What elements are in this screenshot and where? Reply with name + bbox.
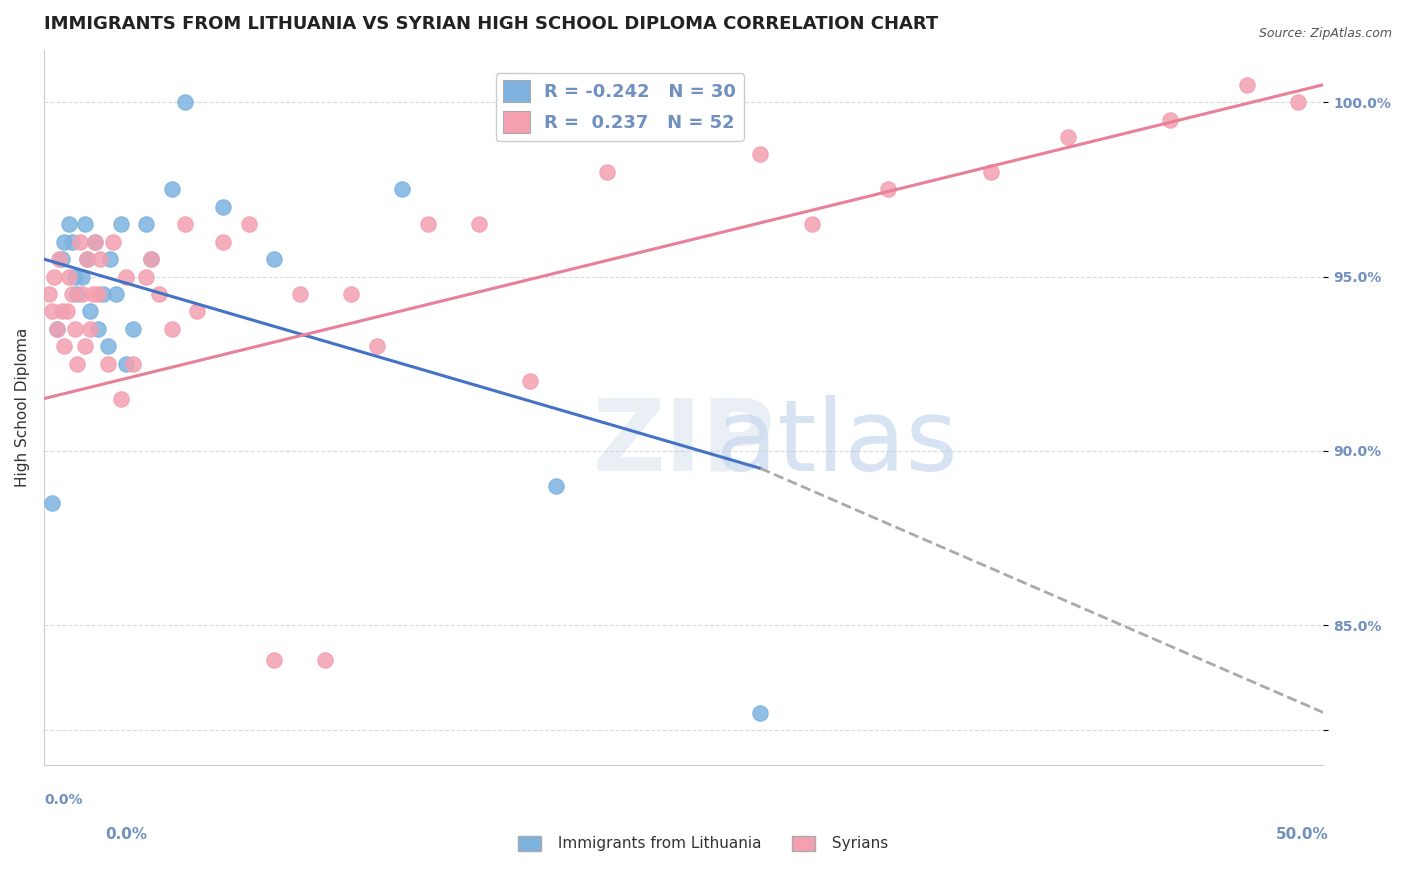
Point <box>186 304 208 318</box>
Point <box>45 322 67 336</box>
Text: 0.0%: 0.0% <box>105 827 148 841</box>
Point <box>1056 130 1078 145</box>
Point <box>135 217 157 231</box>
Point <box>212 235 235 249</box>
Point <box>749 147 772 161</box>
Point <box>110 392 132 406</box>
Point <box>877 182 900 196</box>
Point <box>72 269 94 284</box>
Point <box>749 706 772 720</box>
Point <box>82 287 104 301</box>
Point <box>366 339 388 353</box>
Text: 50.0%: 50.0% <box>1275 827 1329 841</box>
Point <box>89 252 111 266</box>
Point <box>63 269 86 284</box>
Point <box>104 287 127 301</box>
Point <box>56 304 79 318</box>
Point <box>122 322 145 336</box>
Point <box>468 217 491 231</box>
Point <box>60 235 83 249</box>
Point <box>53 235 76 249</box>
Point <box>263 653 285 667</box>
Point <box>141 252 163 266</box>
Point <box>114 269 136 284</box>
Y-axis label: High School Diploma: High School Diploma <box>15 327 30 487</box>
Point <box>72 287 94 301</box>
Point <box>173 217 195 231</box>
Legend:  Immigrants from Lithuania,  Syrians: Immigrants from Lithuania, Syrians <box>512 830 894 857</box>
Point <box>391 182 413 196</box>
Point <box>45 322 67 336</box>
Point <box>42 269 65 284</box>
Point <box>41 496 63 510</box>
Point <box>97 339 120 353</box>
Point <box>86 322 108 336</box>
Point <box>122 357 145 371</box>
Point <box>48 252 70 266</box>
Point <box>38 287 60 301</box>
Point <box>73 339 96 353</box>
Legend: R = -0.242   N = 30, R =  0.237   N = 52: R = -0.242 N = 30, R = 0.237 N = 52 <box>496 73 744 141</box>
Text: IMMIGRANTS FROM LITHUANIA VS SYRIAN HIGH SCHOOL DIPLOMA CORRELATION CHART: IMMIGRANTS FROM LITHUANIA VS SYRIAN HIGH… <box>44 15 938 33</box>
Point <box>141 252 163 266</box>
Point <box>160 182 183 196</box>
Point <box>41 304 63 318</box>
Point <box>800 217 823 231</box>
Point <box>110 217 132 231</box>
Point <box>53 339 76 353</box>
Point <box>73 217 96 231</box>
Point <box>238 217 260 231</box>
Point <box>519 374 541 388</box>
Point <box>1286 95 1309 110</box>
Point <box>148 287 170 301</box>
Point <box>160 322 183 336</box>
Point <box>114 357 136 371</box>
Point <box>101 235 124 249</box>
Point <box>84 235 107 249</box>
Point <box>79 304 101 318</box>
Point <box>51 304 73 318</box>
Point <box>263 252 285 266</box>
Point <box>66 287 89 301</box>
Point <box>314 653 336 667</box>
Point <box>544 479 567 493</box>
Point <box>63 322 86 336</box>
Point <box>416 217 439 231</box>
Text: atlas: atlas <box>717 394 957 491</box>
Point <box>76 252 98 266</box>
Text: Source: ZipAtlas.com: Source: ZipAtlas.com <box>1258 27 1392 40</box>
Point <box>76 252 98 266</box>
Point <box>51 252 73 266</box>
Point <box>97 357 120 371</box>
Text: 0.0%: 0.0% <box>44 793 83 806</box>
Point <box>1236 78 1258 92</box>
Point <box>86 287 108 301</box>
Point <box>58 217 80 231</box>
Point <box>173 95 195 110</box>
Point <box>596 165 619 179</box>
Point <box>84 235 107 249</box>
Point <box>91 287 114 301</box>
Point <box>212 200 235 214</box>
Point <box>135 269 157 284</box>
Point <box>58 269 80 284</box>
Point <box>288 287 311 301</box>
Point <box>672 112 695 127</box>
Point <box>100 252 122 266</box>
Point <box>1159 112 1181 127</box>
Point <box>66 357 89 371</box>
Point <box>69 235 91 249</box>
Point <box>79 322 101 336</box>
Point <box>980 165 1002 179</box>
Text: ZIP: ZIP <box>592 394 775 491</box>
Point <box>60 287 83 301</box>
Point <box>340 287 363 301</box>
